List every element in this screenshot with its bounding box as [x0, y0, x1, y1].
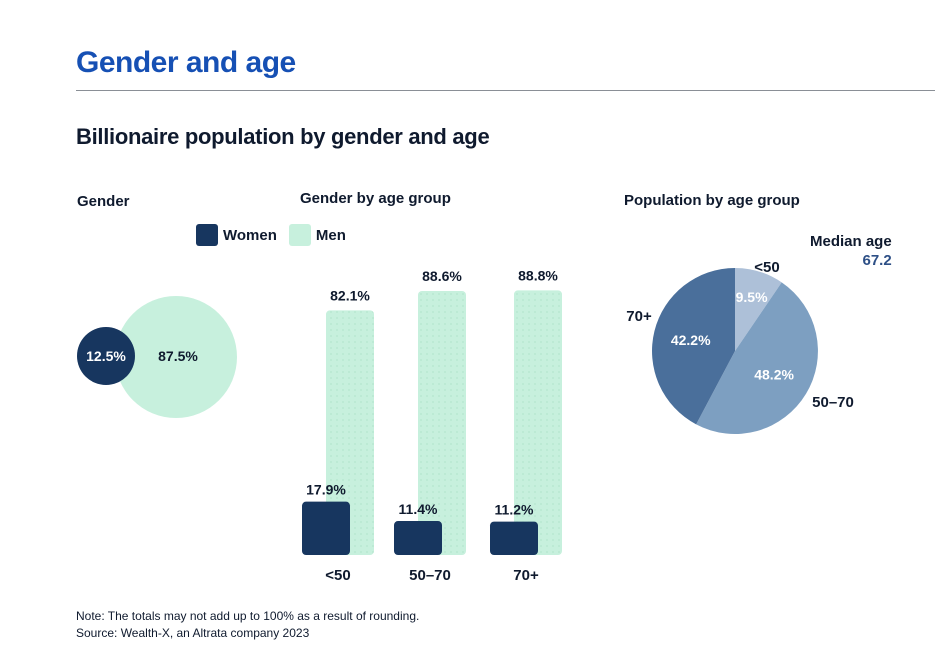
- gender-panel-title: Gender: [77, 193, 130, 210]
- bar-panel-title: Gender by age group: [300, 190, 451, 207]
- x-tick-label-1: 50–70: [409, 567, 451, 584]
- pie-slice-2: [652, 268, 735, 425]
- pie-panel-title: Population by age group: [624, 192, 800, 209]
- page-subtitle: Billionaire population by gender and age: [76, 124, 490, 149]
- pie-category-label-2: 70+: [626, 308, 652, 325]
- bar-men-label-0: 82.1%: [330, 287, 370, 303]
- pie-category-label-0: <50: [754, 259, 779, 276]
- bar-men-texture-0: [326, 310, 374, 555]
- median-age-annotation: Median age 67.2: [810, 233, 892, 269]
- bar-women-2: [490, 521, 538, 555]
- footnote: Note: The totals may not add up to 100% …: [76, 609, 420, 623]
- x-tick-label-0: <50: [325, 567, 350, 584]
- pie-category-label-1: 50–70: [812, 394, 854, 411]
- median-age-value: 67.2: [862, 252, 892, 269]
- bar-men-label-1: 88.6%: [422, 268, 462, 284]
- pie-slice-label-2: 42.2%: [671, 332, 711, 348]
- pie-slice-0: [735, 268, 782, 351]
- pie-slice-1: [696, 282, 818, 434]
- bubble-women-label: 12.5%: [86, 348, 126, 364]
- legend-item-women: Women: [196, 224, 277, 246]
- gender-age-bar-chart: 82.1% 17.9% <50 88.6% 11.4% 50–70 88.8% 11.2% 70…: [302, 267, 562, 584]
- gender-bubble-chart: 12.5% 87.5%: [77, 296, 237, 418]
- legend-swatch-women: [196, 224, 218, 246]
- age-group-pie-chart: 9.5% <50 48.2% 50–70 42.2% 70+: [626, 259, 854, 434]
- bubble-women: [77, 327, 135, 385]
- legend-label-women: Women: [223, 226, 277, 244]
- footer-notes: Note: The totals may not add up to 100% …: [76, 608, 419, 642]
- bar-legend: Women Men: [196, 224, 358, 246]
- x-tick-label-2: 70+: [513, 567, 539, 584]
- bubble-men-label: 87.5%: [158, 348, 198, 364]
- bar-men-label-2: 88.8%: [518, 267, 558, 283]
- median-age-label: Median age: [810, 233, 892, 250]
- legend-item-men: Men: [288, 224, 346, 246]
- source-note: Source: Wealth-X, an Altrata company 202…: [76, 626, 310, 640]
- page-title: Gender and age: [76, 46, 296, 79]
- bar-men-texture-1: [418, 290, 466, 555]
- bar-women-1: [394, 521, 442, 555]
- bar-women-label-0: 17.9%: [306, 482, 346, 498]
- legend-swatch-men: [288, 224, 311, 246]
- title-divider: [76, 90, 935, 91]
- bar-women-label-1: 11.4%: [399, 501, 438, 517]
- bar-women-label-2: 11.2%: [495, 502, 534, 518]
- pie-slice-label-0: 9.5%: [736, 289, 768, 305]
- pie-slice-label-1: 48.2%: [754, 367, 794, 383]
- bar-women-0: [302, 501, 350, 555]
- bar-men-texture-2: [514, 290, 562, 555]
- bubble-men: [115, 296, 237, 418]
- legend-label-men: Men: [315, 226, 346, 244]
